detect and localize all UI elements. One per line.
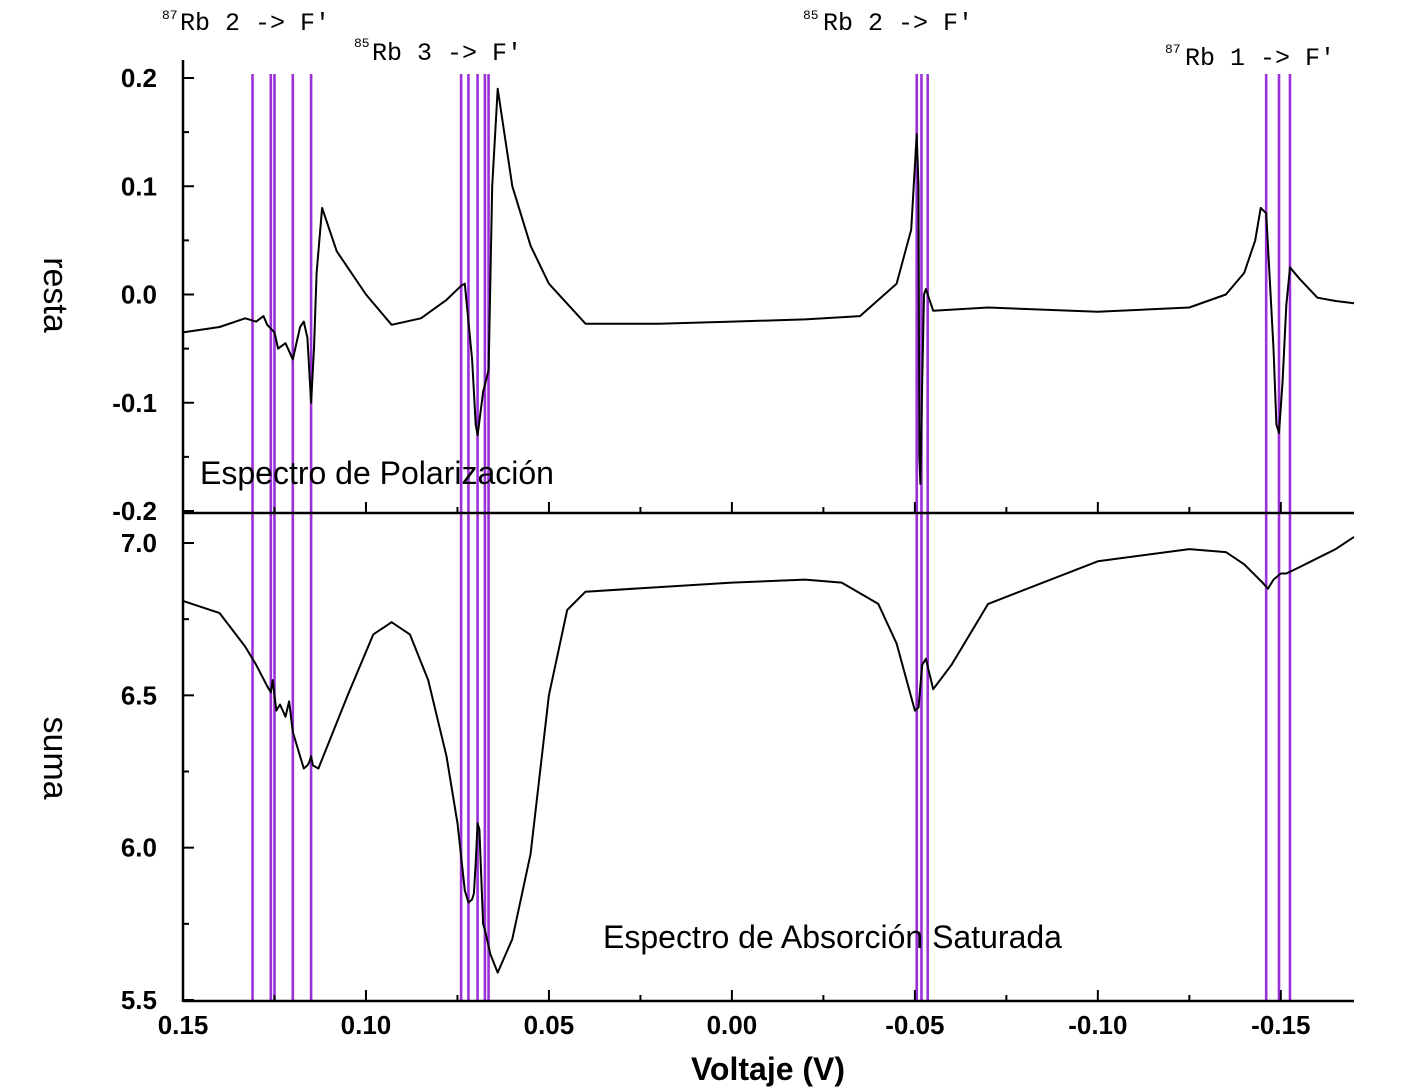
- series-line-suma: [182, 536, 1355, 974]
- transition-label-85rb-2: 85 Rb 2 -> F': [803, 8, 973, 38]
- series-line-resta: [182, 87, 1355, 485]
- series-layer: [182, 87, 1355, 974]
- axes-layer: 0.2 0.1 0.0 -0.1 -0.27.0 6.5 6.0 5.50.15 0.10 0.0…: [112, 60, 1354, 1040]
- isotope-superscript: 87: [1165, 42, 1181, 57]
- transition-label-85rb-3: 85 Rb 3 -> F': [354, 36, 522, 68]
- x-tick-label: 0.10: [341, 1010, 392, 1040]
- transition-label-87rb-1: 87 Rb 1 -> F': [1165, 42, 1335, 73]
- x-tick-label: -0.15: [1251, 1010, 1310, 1040]
- y-tick-label: 0.2: [121, 63, 157, 93]
- y-axis-title-suma: suma: [36, 716, 74, 799]
- transition-label-87rb-2: 87 Rb 2 -> F': [162, 8, 330, 38]
- x-axis-title: Voltaje (V): [691, 1051, 845, 1087]
- transition-label-text: Rb 1 -> F': [1185, 44, 1335, 73]
- x-tick-label: -0.05: [885, 1010, 944, 1040]
- panel-title-polarizacion: Espectro de Polarización: [200, 455, 554, 491]
- transition-label-text: Rb 3 -> F': [372, 39, 522, 68]
- isotope-superscript: 85: [803, 8, 819, 23]
- y-tick-label: -0.1: [112, 388, 157, 418]
- isotope-superscript: 87: [162, 8, 178, 23]
- y-tick-label: 7.0: [121, 528, 157, 558]
- x-tick-label: 0.05: [524, 1010, 575, 1040]
- x-tick-label: 0.15: [158, 1010, 209, 1040]
- y-tick-label: 0.0: [121, 280, 157, 310]
- y-tick-label: 6.5: [121, 680, 157, 710]
- transition-markers: [251, 74, 1292, 1002]
- isotope-superscript: 85: [354, 36, 370, 51]
- panel-title-absorcion: Espectro de Absorción Saturada: [603, 919, 1062, 955]
- x-tick-label: -0.10: [1068, 1010, 1127, 1040]
- transition-label-text: Rb 2 -> F': [823, 9, 973, 38]
- y-tick-label: 0.1: [121, 171, 157, 201]
- y-axis-title-resta: resta: [36, 257, 74, 333]
- x-tick-label: 0.00: [707, 1010, 758, 1040]
- transition-label-text: Rb 2 -> F': [180, 9, 330, 38]
- y-tick-label: 5.5: [121, 985, 157, 1015]
- y-tick-label: -0.2: [112, 496, 157, 526]
- y-tick-label: 6.0: [121, 833, 157, 863]
